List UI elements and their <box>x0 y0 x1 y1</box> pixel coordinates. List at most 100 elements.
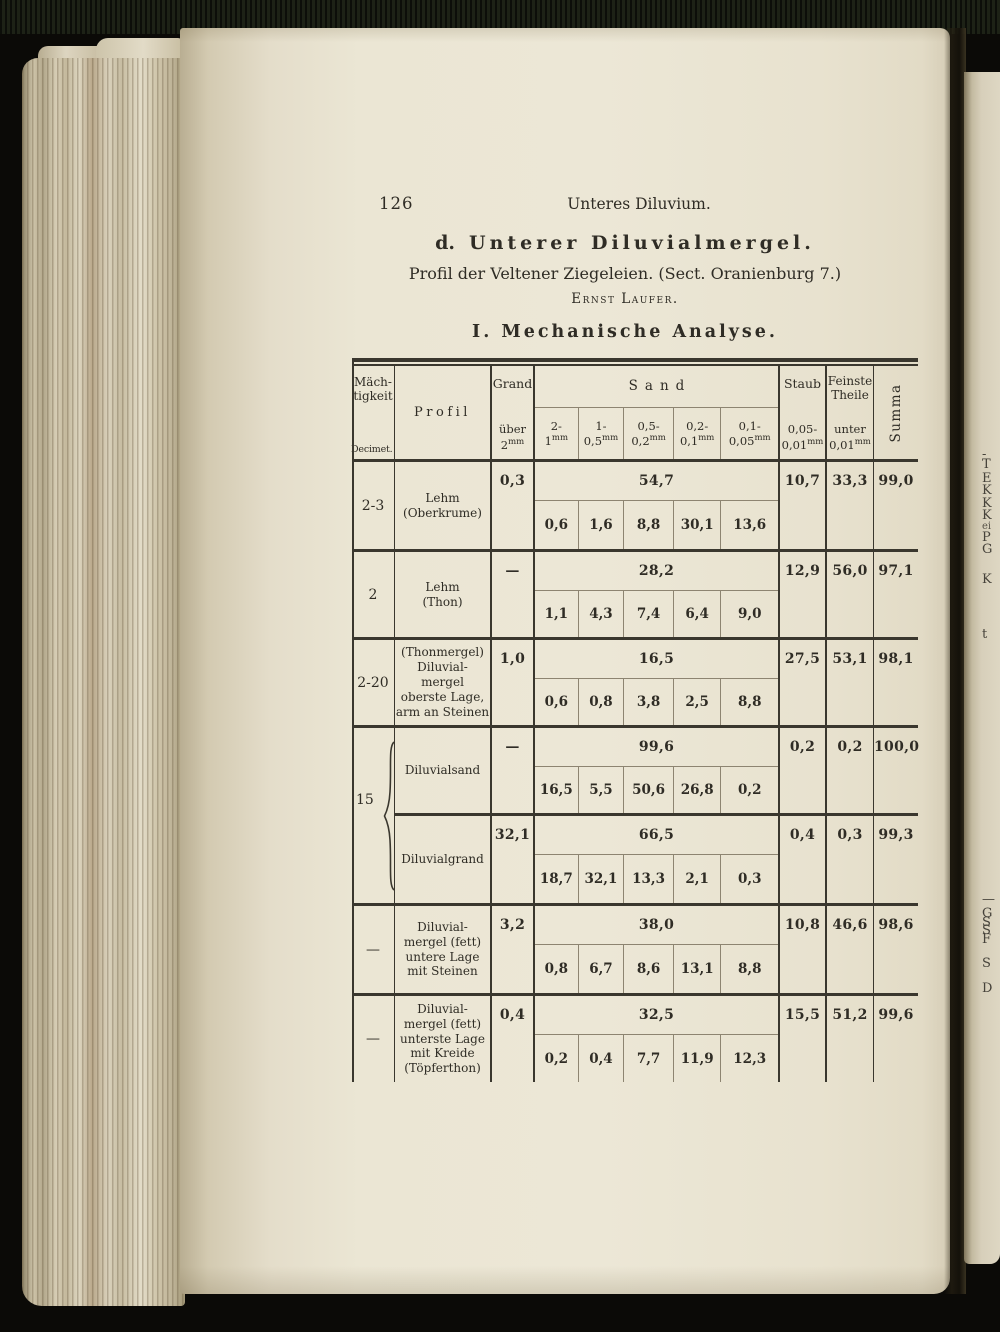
next-page-text-fragment: K <box>982 508 992 523</box>
cell-feinste: 53,1 <box>825 640 873 725</box>
cell-profil: Lehm (Oberkrume) <box>394 462 490 549</box>
cell-staub: 15,5 <box>778 996 825 1082</box>
cell-sand-total: 16,5 <box>638 651 675 667</box>
cell-profil: Diluvialgrand <box>394 816 490 903</box>
cell-sand-fraction: 50,6 <box>623 767 673 813</box>
cell-maechtigkeit: 2-3 <box>361 497 385 514</box>
cell-sand: 66,5 18,7 32,1 13,3 2,1 0,3 <box>533 816 778 903</box>
cell-staub: 0,4 <box>778 816 825 903</box>
table-row: Diluvialgrand 32,1 66,5 18,7 32,1 13,3 2… <box>394 813 918 903</box>
next-page-text-fragment: D <box>982 981 993 996</box>
next-page-text-fragment: - <box>982 447 987 462</box>
cell-sand-fraction: 1,1 <box>544 606 569 622</box>
cell-maechtigkeit: — <box>366 1031 380 1047</box>
table-row-group: 15 Diluvialsand — 99,6 16,5 5,5 <box>352 725 919 903</box>
cell-sand-fraction: 11,9 <box>672 1035 721 1082</box>
cell-summa: 100,0 <box>873 728 919 813</box>
cell-sand-total: 66,5 <box>638 827 675 843</box>
cell-sand-fraction: 0,6 <box>544 694 569 710</box>
cell-sand-total: 32,5 <box>638 1007 675 1023</box>
cell-summa: 97,1 <box>873 552 918 637</box>
col-header-summa: Summa <box>873 366 918 459</box>
cell-grand: 32,1 <box>490 816 533 903</box>
cell-feinste: 56,0 <box>825 552 873 637</box>
sand-unit: 1- 0,5mm <box>577 408 624 459</box>
grand-unit: über 2mm <box>498 422 527 452</box>
running-head: Unteres Diluvium. <box>567 195 711 213</box>
next-page-text-fragment: G <box>982 542 993 557</box>
cell-sand-fraction: 30,1 <box>672 501 721 549</box>
cell-sand-fraction: 4,3 <box>577 591 624 637</box>
cell-sand-fraction: 2,1 <box>672 855 721 903</box>
cell-staub: 10,7 <box>778 462 825 549</box>
cell-feinste: 33,3 <box>825 462 873 549</box>
table-row: — Diluvial- mergel (fett) untere Lage mi… <box>352 903 918 993</box>
next-page-text-fragment: G <box>982 906 993 921</box>
cell-profil: Diluvial- mergel (fett) untere Lage mit … <box>394 906 490 993</box>
cell-sand-fraction: 8,8 <box>623 501 673 549</box>
cell-sand-fraction: 6,4 <box>672 591 721 637</box>
cell-summa: 98,6 <box>873 906 918 993</box>
cell-sand-fraction: 0,6 <box>544 517 569 533</box>
cell-feinste: 0,2 <box>825 728 873 813</box>
next-page-text-fragment: T <box>982 457 991 472</box>
cell-maechtigkeit: 2 <box>368 586 378 603</box>
cell-maechtigkeit: 2-20 <box>357 674 389 691</box>
cell-grand: 0,3 <box>490 462 533 549</box>
page-number: 126 <box>379 194 414 213</box>
next-page-text-fragment: K <box>982 496 992 511</box>
cell-profil: Diluvialsand <box>394 728 490 813</box>
cell-sand-fraction: 13,6 <box>720 501 778 549</box>
cell-maechtigkeit: — <box>366 941 380 958</box>
cell-sand-fraction: 0,8 <box>544 961 569 977</box>
book-cover-edge <box>0 0 1000 34</box>
cell-sand-fraction: 12,3 <box>720 1035 778 1082</box>
table-row: 2-20 (Thonmergel) Diluvial- mergel obers… <box>352 637 918 725</box>
heading-text: Unterer Diluvialmergel. <box>469 232 815 254</box>
next-page-text-fragment: K <box>982 483 992 498</box>
cell-sand-fraction: 32,1 <box>577 855 624 903</box>
book-page: 126 Unteres Diluvium. d. Unterer Diluvial… <box>180 28 950 1294</box>
page-gap-shadow <box>944 28 966 1294</box>
cell-sand-fraction: 0,2 <box>720 767 778 813</box>
cell-sand: 54,7 0,6 1,6 8,8 30,1 13,6 <box>533 462 778 549</box>
mechanical-analysis-table: Mäch- tigkeit Decimet. Profil Grand über… <box>351 358 919 1082</box>
maechtigkeit-value: 15 <box>356 792 374 808</box>
cell-summa: 98,1 <box>873 640 918 725</box>
author-name: Ernst Laufer. <box>571 291 679 307</box>
cell-sand-fraction: 26,8 <box>672 767 721 813</box>
cell-sand-fraction: 0,3 <box>720 855 778 903</box>
cell-staub: 12,9 <box>778 552 825 637</box>
table-row: — Diluvial- mergel (fett) unterste Lage … <box>352 993 918 1082</box>
col-header-feinste-theile: Feinste Theile unter 0,01mm <box>825 366 873 459</box>
next-page-text-fragment: E <box>982 471 992 486</box>
cell-sand-total: 99,6 <box>638 739 675 755</box>
cell-sand-fraction: 7,4 <box>623 591 673 637</box>
cell-grand: — <box>490 552 533 637</box>
cell-sand-fraction: 9,0 <box>720 591 778 637</box>
cell-sand-fraction: 13,1 <box>672 945 721 993</box>
col-header-profil: Profil <box>394 366 490 459</box>
section-title: I. Mechanische Analyse. <box>472 322 778 342</box>
sand-unit: 0,2- 0,1mm <box>672 408 721 459</box>
cell-grand: 3,2 <box>490 906 533 993</box>
cell-sand-fraction: 8,8 <box>720 945 778 993</box>
cell-summa: 99,0 <box>873 462 918 549</box>
group-brace <box>383 741 395 891</box>
cell-summa: 99,3 <box>873 816 918 903</box>
col-header-staub: Staub 0,05- 0,01mm <box>778 366 825 459</box>
cell-sand-fraction: 8,8 <box>720 679 778 725</box>
next-page-text-fragment: S <box>982 956 991 971</box>
cell-grand: 0,4 <box>490 996 533 1082</box>
cell-sand-fraction: 6,7 <box>577 945 624 993</box>
cell-sand: 99,6 16,5 5,5 50,6 26,8 0,2 <box>533 728 778 813</box>
cell-sand-total: 38,0 <box>638 917 675 933</box>
cell-profil: Lehm (Thon) <box>394 552 490 637</box>
table-top-rule <box>352 358 918 362</box>
cell-sand-fraction: 0,8 <box>577 679 624 725</box>
cell-staub: 27,5 <box>778 640 825 725</box>
next-page-text-fragment: S <box>982 923 991 938</box>
sand-unit: 2- 1mm <box>544 418 569 448</box>
col-header-sand: Sand 2- 1mm 1- 0,5mm 0,5- 0,2mm <box>533 366 778 459</box>
cell-sand-fraction: 2,5 <box>672 679 721 725</box>
